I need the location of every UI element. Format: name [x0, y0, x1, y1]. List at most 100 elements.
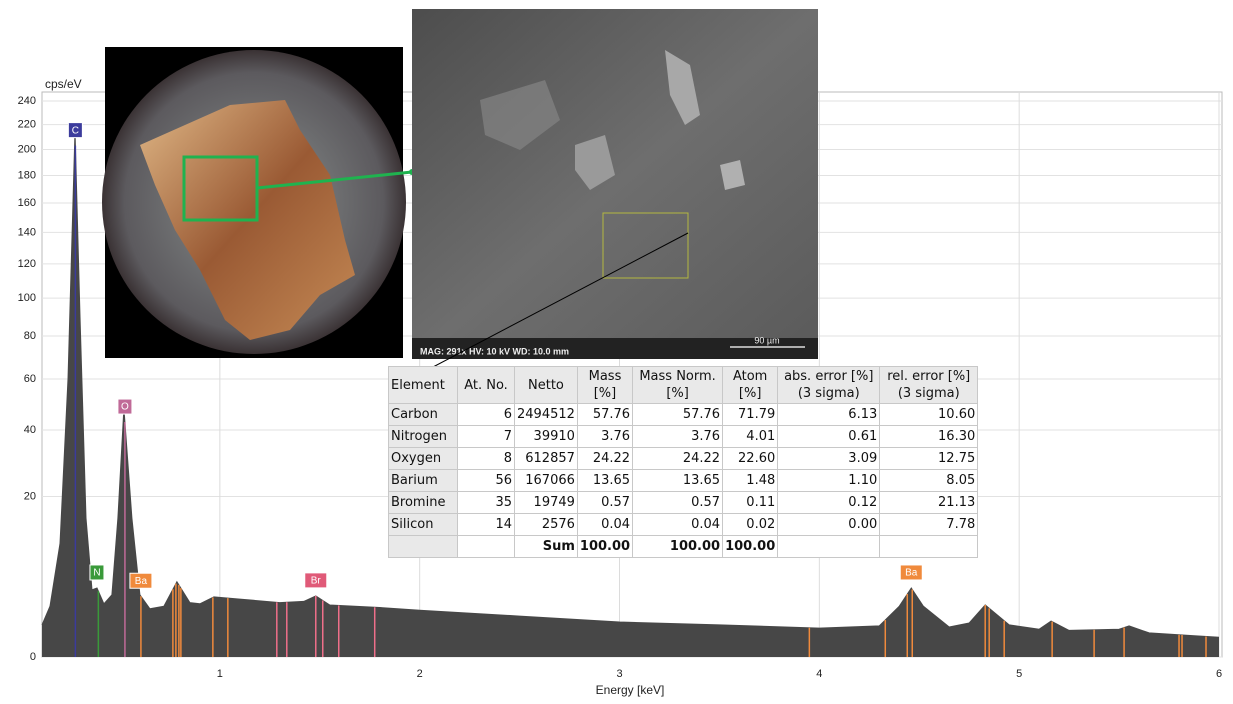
y-tick-label: 240: [18, 95, 36, 107]
table-cell: 6: [458, 404, 515, 426]
table-cell: 0.61: [778, 426, 880, 448]
table-cell: Oxygen: [389, 448, 458, 470]
y-tick-label: 40: [24, 424, 36, 436]
table-cell: Bromine: [389, 492, 458, 514]
table-cell: 19749: [515, 492, 578, 514]
element-label: Ba: [905, 568, 918, 579]
table-cell: 6.13: [778, 404, 880, 426]
y-tick-label: 20: [24, 490, 36, 502]
table-cell: 2576: [515, 514, 578, 536]
table-cell: Barium: [389, 470, 458, 492]
header-cell: Mass [%]: [577, 367, 632, 404]
header-cell: rel. error [%] (3 sigma): [880, 367, 978, 404]
x-tick-label: 1: [217, 668, 223, 680]
element-label: C: [72, 125, 79, 136]
table-cell: 56: [458, 470, 515, 492]
x-tick-label: 6: [1216, 668, 1222, 680]
table-cell: 0.00: [778, 514, 880, 536]
table-cell: 22.60: [723, 448, 778, 470]
element-label: O: [121, 402, 129, 413]
table-cell: 0.57: [577, 492, 632, 514]
table-cell: 0.12: [778, 492, 880, 514]
table-cell: 0.04: [577, 514, 632, 536]
table-cell: Nitrogen: [389, 426, 458, 448]
table-cell: 21.13: [880, 492, 978, 514]
table-cell: Silicon: [389, 514, 458, 536]
table-cell: 7: [458, 426, 515, 448]
y-tick-label: 100: [18, 292, 36, 304]
microscope-photo: [102, 47, 406, 358]
table-cell: 13.65: [577, 470, 632, 492]
table-cell: Carbon: [389, 404, 458, 426]
header-cell: Atom [%]: [723, 367, 778, 404]
y-tick-label: 160: [18, 197, 36, 209]
element-label: N: [93, 568, 100, 579]
table-cell: 16.30: [880, 426, 978, 448]
x-tick-label: 3: [616, 668, 622, 680]
y-axis-label: cps/eV: [45, 77, 82, 91]
table-cell: 167066: [515, 470, 578, 492]
x-axis-label: Energy [keV]: [596, 683, 665, 697]
table-cell: 14: [458, 514, 515, 536]
table-cell: 4.01: [723, 426, 778, 448]
sum-cell: 100.00: [633, 536, 723, 558]
header-cell: abs. error [%] (3 sigma): [778, 367, 880, 404]
table-cell: 2494512: [515, 404, 578, 426]
y-tick-label: 180: [18, 169, 36, 181]
header-cell: Element: [389, 367, 458, 404]
table-cell: 0.11: [723, 492, 778, 514]
table-cell: 12.75: [880, 448, 978, 470]
table-cell: 24.22: [577, 448, 632, 470]
table-cell: 13.65: [633, 470, 723, 492]
y-tick-label: 220: [18, 119, 36, 131]
y-tick-label: 140: [18, 226, 36, 238]
table-cell: 3.09: [778, 448, 880, 470]
table-cell: 39910: [515, 426, 578, 448]
table-cell: 8: [458, 448, 515, 470]
x-tick-label: 4: [816, 668, 822, 680]
element-label: Br: [311, 576, 322, 587]
header-cell: Mass Norm. [%]: [633, 367, 723, 404]
header-cell: At. No.: [458, 367, 515, 404]
table-cell: [880, 536, 978, 558]
sum-label: Sum: [515, 536, 578, 558]
y-tick-label: 200: [18, 143, 36, 155]
table-cell: 1.48: [723, 470, 778, 492]
y-tick-label: 120: [18, 258, 36, 270]
y-tick-label: 60: [24, 373, 36, 385]
x-tick-label: 2: [417, 668, 423, 680]
table-cell: 1.10: [778, 470, 880, 492]
table-cell: 8.05: [880, 470, 978, 492]
table-cell: 7.78: [880, 514, 978, 536]
sem-scale-bar: 90 µm: [754, 335, 779, 345]
table-cell: 0.02: [723, 514, 778, 536]
table-cell: 0.04: [633, 514, 723, 536]
table-cell: [778, 536, 880, 558]
sem-photo: [412, 9, 818, 359]
table-cell: 35: [458, 492, 515, 514]
table-cell: 10.60: [880, 404, 978, 426]
header-cell: Netto: [515, 367, 578, 404]
x-tick-label: 5: [1016, 668, 1022, 680]
page: 020406080100120140160180200220240123456 …: [0, 0, 1233, 704]
sum-cell: 100.00: [577, 536, 632, 558]
table-cell: 57.76: [633, 404, 723, 426]
table-cell: 71.79: [723, 404, 778, 426]
table-cell: [458, 536, 515, 558]
sum-cell: 100.00: [723, 536, 778, 558]
sem-info: MAG: 291x HV: 10 kV WD: 10.0 mm: [420, 346, 569, 356]
table-cell: 612857: [515, 448, 578, 470]
y-tick-label: 80: [24, 330, 36, 342]
table-cell: [389, 536, 458, 558]
table-cell: 57.76: [577, 404, 632, 426]
chart: 020406080100120140160180200220240123456 …: [0, 0, 1233, 704]
